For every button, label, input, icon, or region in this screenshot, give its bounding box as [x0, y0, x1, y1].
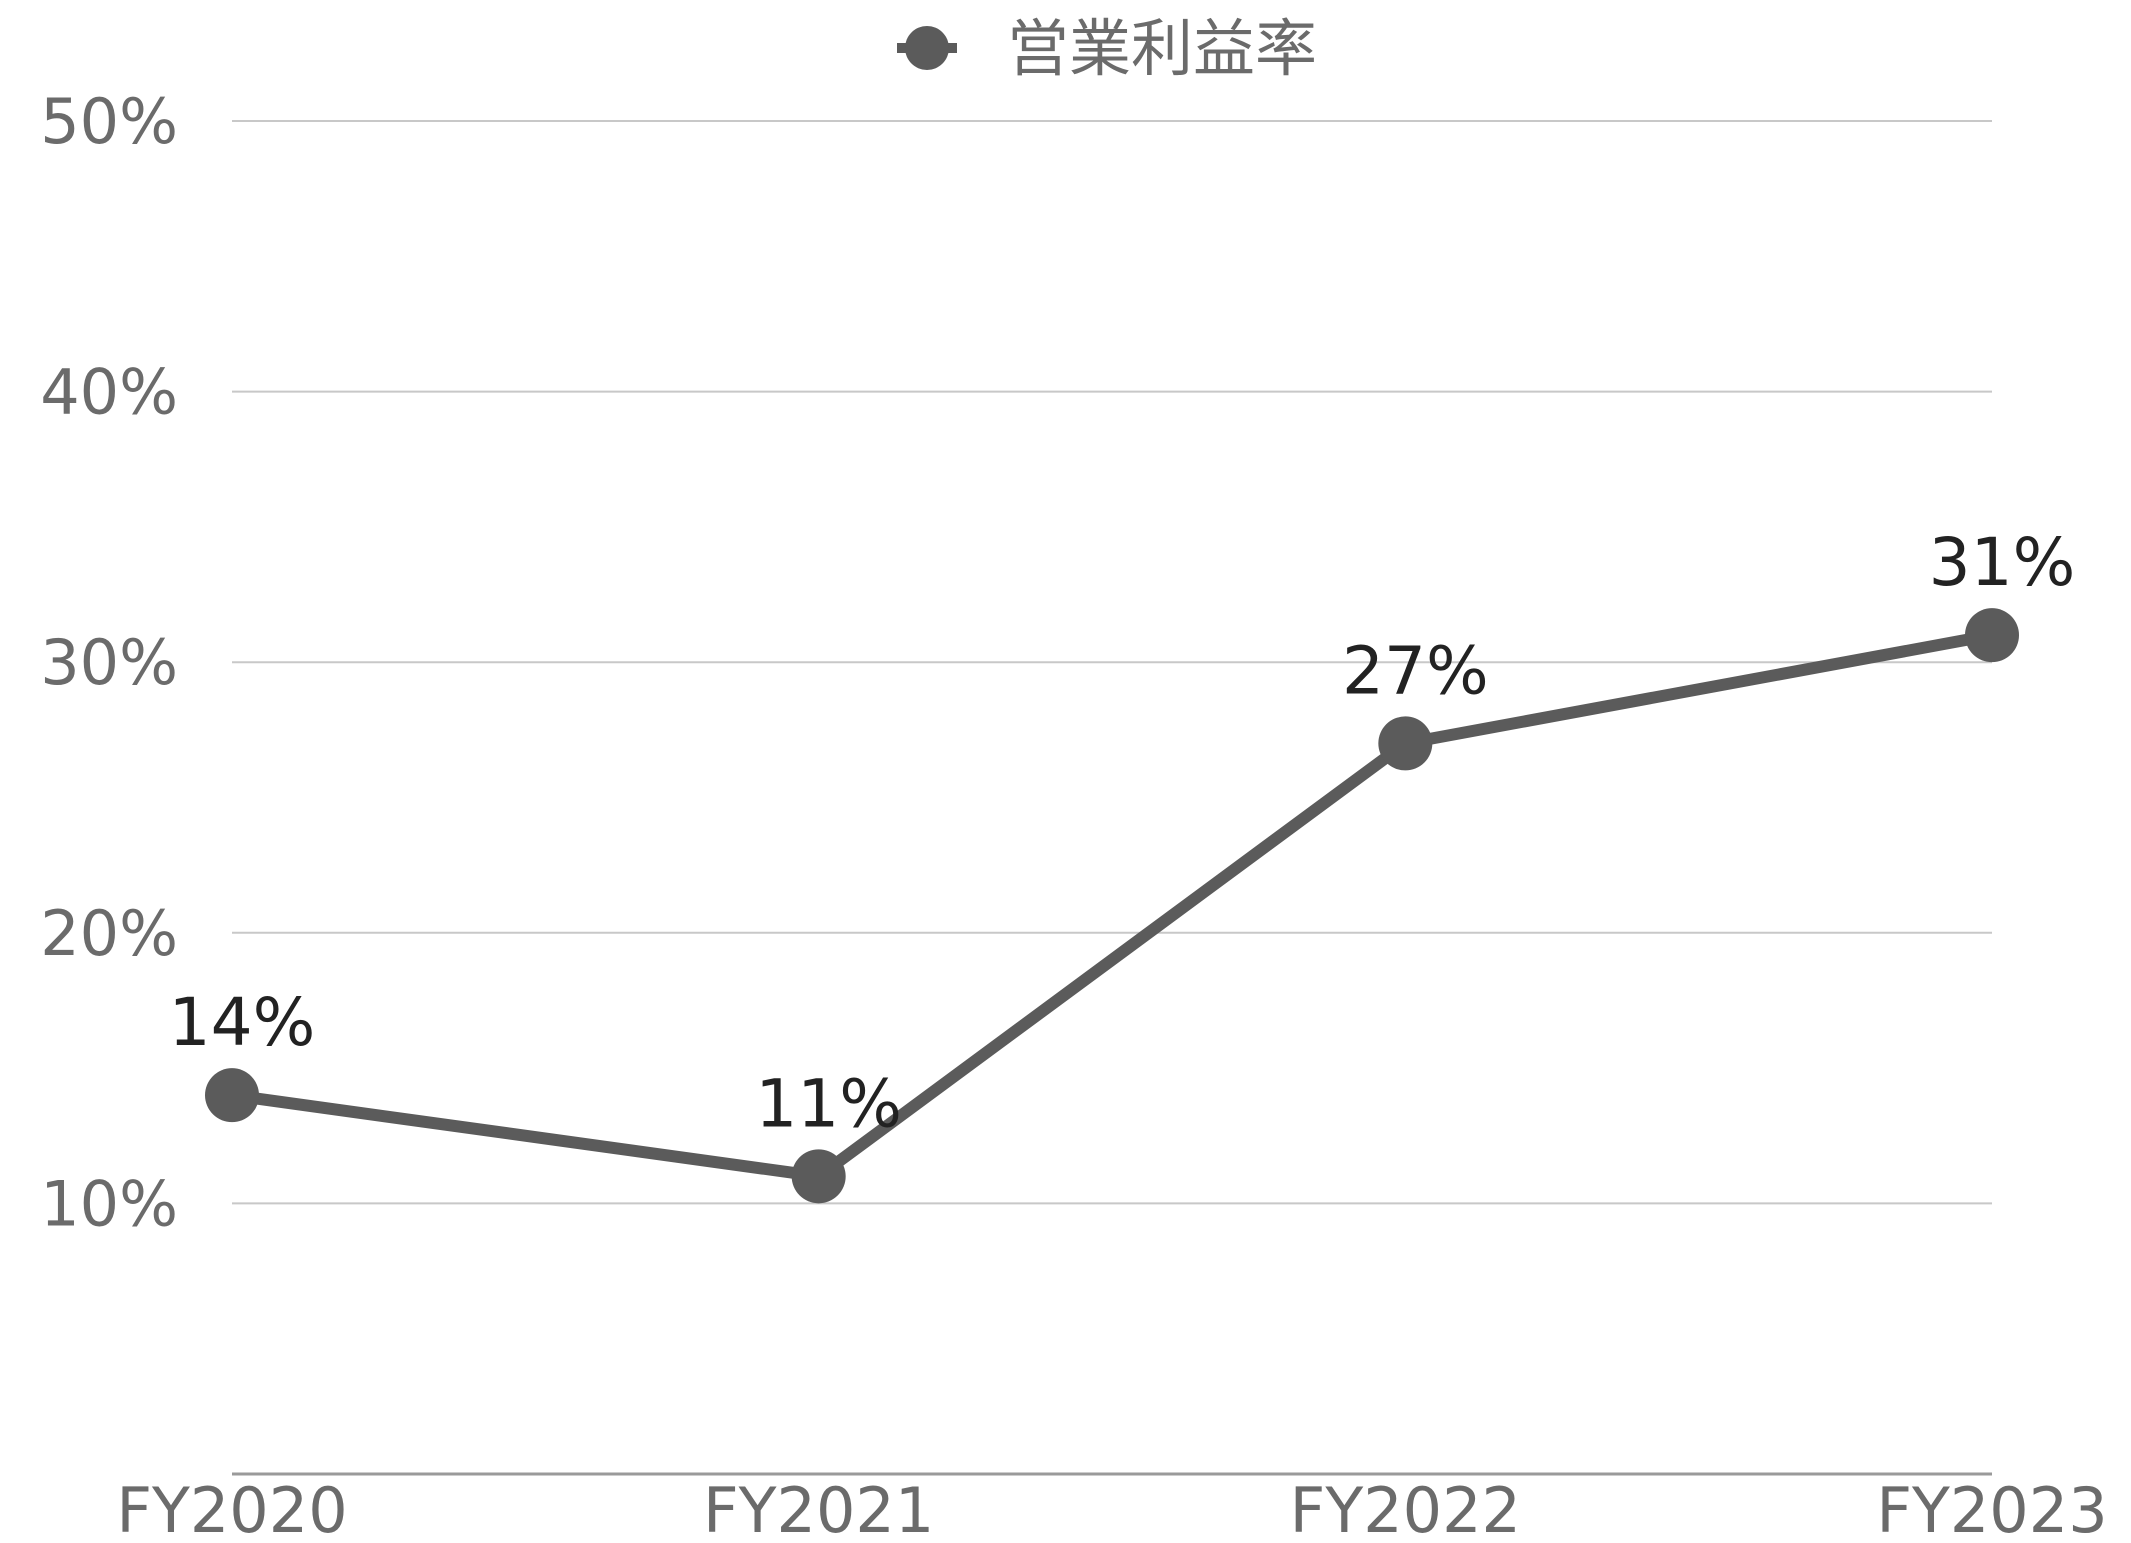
data-label-2: 27%: [1342, 632, 1489, 709]
data-point-0: [205, 1068, 259, 1123]
x-tick-label-0: FY2020: [116, 1474, 347, 1543]
y-tick-label-4: 50%: [40, 85, 178, 158]
series-line: [231, 629, 1994, 1183]
data-label-3: 31%: [1929, 524, 2076, 601]
x-axis-tick-labels: FY2020 FY2021 FY2022 FY2023: [116, 1474, 2107, 1543]
legend-marker-icon: [905, 26, 949, 70]
data-label-1: 11%: [755, 1065, 902, 1142]
data-point-3: [1965, 608, 2019, 663]
x-tick-label-1: FY2021: [703, 1474, 934, 1543]
y-axis-tick-labels: 10% 20% 30% 40% 50%: [40, 85, 178, 1240]
gridlines: [232, 120, 1992, 1205]
data-point-1: [791, 1149, 846, 1204]
data-points: [205, 608, 2019, 1204]
x-tick-label-2: FY2022: [1290, 1474, 1521, 1543]
legend: 営業利益率: [897, 12, 1317, 85]
x-tick-label-3: FY2023: [1876, 1474, 2107, 1543]
data-labels: 14% 11% 27% 31%: [169, 524, 2076, 1142]
legend-label: 営業利益率: [1007, 12, 1317, 85]
data-point-2: [1378, 716, 1433, 771]
y-tick-label-2: 30%: [40, 626, 178, 699]
y-tick-label-3: 40%: [40, 356, 178, 429]
y-tick-label-1: 20%: [40, 897, 178, 970]
data-label-0: 14%: [169, 984, 316, 1061]
y-tick-label-0: 10%: [40, 1167, 178, 1240]
